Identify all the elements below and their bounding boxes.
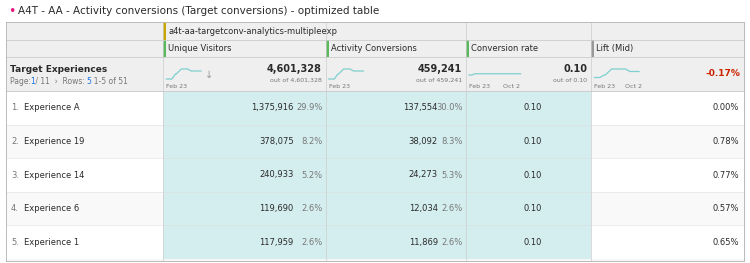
Text: 8.2%: 8.2% (302, 137, 322, 146)
Bar (466, 91, 591, 125)
Text: 38,092: 38,092 (409, 137, 438, 146)
Text: 1.: 1. (11, 103, 19, 112)
Bar (6, 40, 744, 57)
Text: 12,034: 12,034 (409, 204, 438, 213)
Text: Feb 23: Feb 23 (594, 84, 615, 89)
Bar (6, 22, 744, 40)
Text: 0.10: 0.10 (524, 103, 542, 112)
Text: 11,869: 11,869 (409, 238, 438, 247)
Text: 119,690: 119,690 (260, 204, 293, 213)
Text: 0.77%: 0.77% (712, 170, 739, 180)
Bar (6, 57, 744, 91)
Text: 29.9%: 29.9% (296, 103, 322, 112)
Text: 0.10: 0.10 (524, 137, 542, 146)
Text: 4,601,328: 4,601,328 (267, 64, 322, 74)
Bar (466, 192, 591, 225)
Text: ↓: ↓ (206, 70, 213, 80)
Text: Unique Visitors: Unique Visitors (168, 44, 232, 53)
Bar (164, 22, 166, 40)
Text: Page:: Page: (10, 77, 33, 85)
Text: 4.: 4. (11, 204, 19, 213)
Text: 5.3%: 5.3% (442, 170, 463, 180)
Text: 0.10: 0.10 (563, 64, 587, 74)
Text: 459,241: 459,241 (418, 64, 462, 74)
Bar (326, 40, 328, 57)
Bar (326, 158, 466, 192)
Text: 0.65%: 0.65% (712, 238, 739, 247)
Text: 8.3%: 8.3% (442, 137, 463, 146)
Text: Experience 19: Experience 19 (24, 137, 84, 146)
Text: out of 4,601,328: out of 4,601,328 (270, 78, 322, 83)
Text: Conversion rate: Conversion rate (471, 44, 538, 53)
Text: 2.: 2. (11, 137, 19, 146)
Text: / 11  ›  Rows:: / 11 › Rows: (33, 77, 87, 85)
Text: 240,933: 240,933 (260, 170, 293, 180)
Bar (326, 192, 466, 225)
Bar (326, 225, 466, 259)
Bar (164, 40, 166, 57)
Text: 0.10: 0.10 (524, 204, 542, 213)
Text: 2.6%: 2.6% (442, 238, 463, 247)
Bar (326, 91, 466, 125)
Text: 2.6%: 2.6% (302, 204, 322, 213)
Bar (6, 192, 744, 225)
Text: 0.10: 0.10 (524, 238, 542, 247)
Text: 24,273: 24,273 (409, 170, 438, 180)
Bar (0, 0, 750, 22)
Text: 137,554: 137,554 (404, 103, 438, 112)
Text: 1,375,916: 1,375,916 (251, 103, 293, 112)
Text: A4T - AA - Activity conversions (Target conversions) - optimized table: A4T - AA - Activity conversions (Target … (18, 6, 380, 16)
Text: -0.17%: -0.17% (705, 69, 740, 78)
Text: Experience 14: Experience 14 (24, 170, 84, 180)
Bar (164, 192, 326, 225)
Text: Feb 23: Feb 23 (469, 84, 490, 89)
Bar (164, 91, 326, 125)
Text: a4t-aa-targetconv-analytics-multipleexp: a4t-aa-targetconv-analytics-multipleexp (168, 27, 338, 36)
Text: 0.57%: 0.57% (712, 204, 739, 213)
Bar (466, 158, 591, 192)
Text: Feb 23: Feb 23 (166, 84, 188, 89)
Text: 5.: 5. (11, 238, 19, 247)
Text: 5.2%: 5.2% (302, 170, 322, 180)
Text: Experience A: Experience A (24, 103, 80, 112)
Text: Activity Conversions: Activity Conversions (331, 44, 416, 53)
Bar (6, 158, 744, 192)
Text: Experience 6: Experience 6 (24, 204, 80, 213)
Bar (6, 91, 744, 125)
Text: 2.6%: 2.6% (442, 204, 463, 213)
Text: 117,959: 117,959 (260, 238, 293, 247)
Text: 5: 5 (86, 77, 91, 85)
Text: Experience 1: Experience 1 (24, 238, 80, 247)
Text: 0.00%: 0.00% (712, 103, 739, 112)
Bar (164, 225, 326, 259)
Text: 1: 1 (30, 77, 34, 85)
Text: out of 0.10: out of 0.10 (554, 78, 587, 83)
Bar (6, 225, 744, 259)
Bar (164, 158, 326, 192)
Text: 0.10: 0.10 (524, 170, 542, 180)
Bar (6, 125, 744, 158)
Bar (466, 125, 591, 158)
Bar (326, 125, 466, 158)
Text: •: • (8, 4, 15, 18)
Text: Oct 2: Oct 2 (626, 84, 642, 89)
Bar (591, 40, 594, 57)
Text: out of 459,241: out of 459,241 (416, 78, 462, 83)
Text: 30.0%: 30.0% (436, 103, 463, 112)
Text: Feb 23: Feb 23 (328, 84, 350, 89)
Text: 0.78%: 0.78% (712, 137, 739, 146)
Text: 2.6%: 2.6% (302, 238, 322, 247)
Text: Target Experiences: Target Experiences (10, 64, 107, 73)
Bar (164, 125, 326, 158)
Text: 3.: 3. (11, 170, 19, 180)
Text: Oct 2: Oct 2 (503, 84, 520, 89)
Text: 378,075: 378,075 (259, 137, 293, 146)
Text: Lift (Mid): Lift (Mid) (596, 44, 634, 53)
Bar (466, 40, 469, 57)
Text: 1-5 of 51: 1-5 of 51 (89, 77, 128, 85)
Bar (466, 225, 591, 259)
